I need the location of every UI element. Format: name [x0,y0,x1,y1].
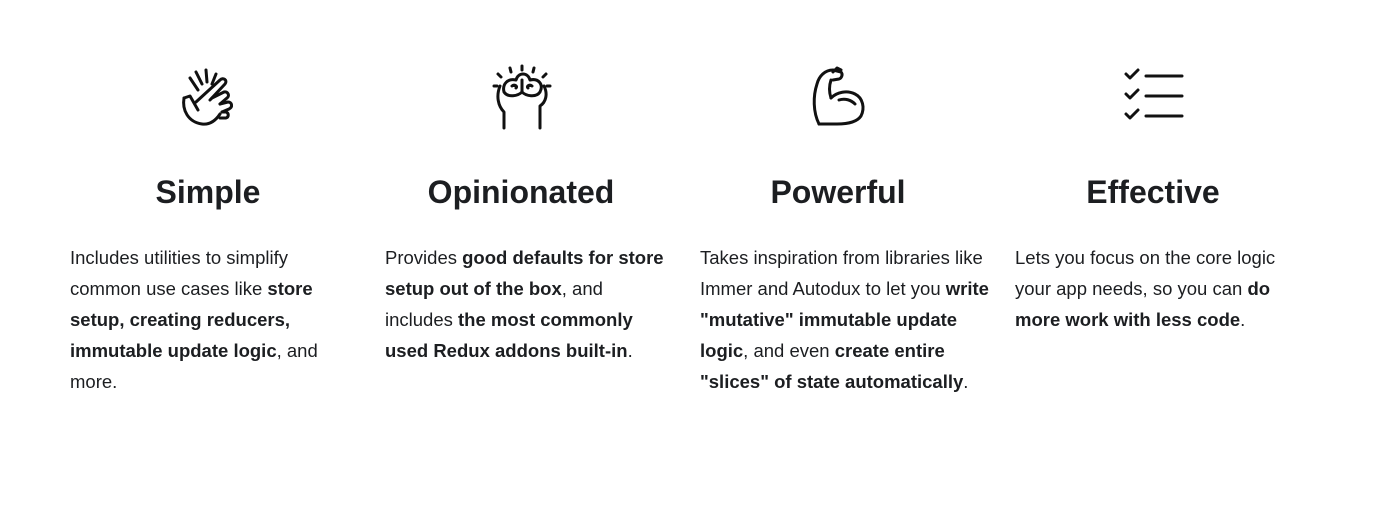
brain-head-icon [490,62,554,130]
description-text: Takes inspiration from libraries like Im… [700,247,983,299]
description-text: . [1240,309,1246,330]
feature-title: Opinionated [427,174,615,210]
emphasized-text: store setup, creating reducers, immutabl… [70,278,313,361]
emphasized-text: good defaults for store setup out of the… [385,247,664,299]
description-text: , and even [743,340,835,361]
feature-description: Takes inspiration from libraries like Im… [700,242,990,397]
feature-title: Powerful [770,174,906,210]
description-text: , and includes [385,278,603,330]
flexed-bicep-icon [807,62,871,130]
description-text: Includes utilities to simplify common us… [70,247,288,299]
feature-description: Includes utilities to simplify common us… [70,242,360,397]
description-text: , and more. [70,340,318,392]
feature-title: Simple [155,174,261,210]
checklist-icon [1120,62,1184,130]
description-text: Provides [385,247,463,268]
emphasized-text: do more work with less code [1015,278,1271,330]
emphasized-text: create entire "slices" of state automati… [700,340,964,392]
feature-description: Lets you focus on the core logic your ap… [1015,242,1305,335]
description-text: Lets you focus on the core logic your ap… [1015,247,1276,299]
description-text: . [627,340,633,361]
feature-description: Provides good defaults for store setup o… [385,242,675,366]
snap-fingers-icon [176,62,240,130]
emphasized-text: the most commonly used Redux addons buil… [385,309,633,361]
feature-title: Effective [1086,174,1220,210]
description-text: . [963,371,969,392]
emphasized-text: write "mutative" immutable update logic [700,278,989,361]
